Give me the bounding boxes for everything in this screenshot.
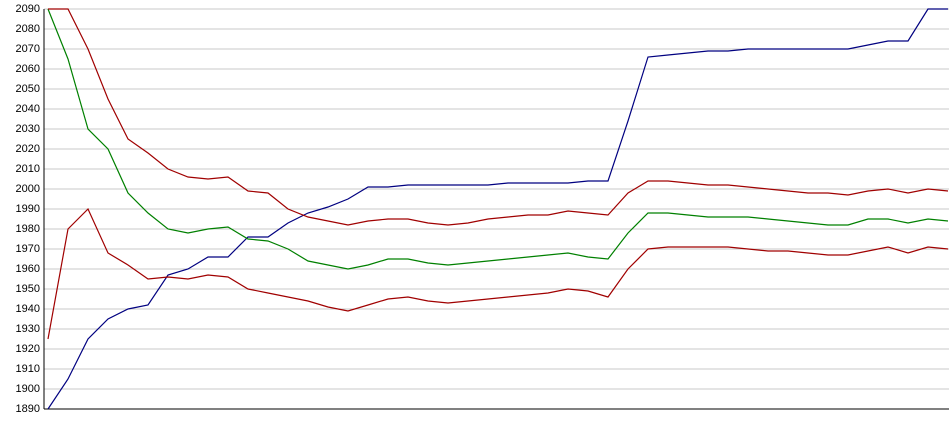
y-tick-label: 2060 [16, 63, 40, 75]
y-tick-label: 1940 [16, 303, 40, 315]
y-tick-label: 2050 [16, 83, 40, 95]
y-tick-label: 2090 [16, 3, 40, 15]
y-tick-label: 2000 [16, 183, 40, 195]
y-tick-label: 1980 [16, 223, 40, 235]
series-line [47, 8, 949, 270]
y-tick-label: 1910 [16, 363, 40, 375]
y-tick-label: 1890 [16, 403, 40, 415]
y-tick-label: 2030 [16, 123, 40, 135]
series-line [47, 8, 948, 410]
y-tick-label: 2040 [16, 103, 40, 115]
y-tick-label: 2010 [16, 163, 40, 175]
y-tick-label: 1920 [16, 343, 40, 355]
y-tick-label: 1950 [16, 283, 40, 295]
y-tick-label: 2020 [16, 143, 40, 155]
y-tick-label: 1990 [16, 203, 40, 215]
y-tick-label: 1970 [16, 243, 40, 255]
y-tick-label: 1900 [16, 383, 40, 395]
y-tick-label: 2070 [16, 43, 40, 55]
series-line [47, 207, 949, 340]
y-tick-label: 2080 [16, 23, 40, 35]
y-tick-label: 1930 [16, 323, 40, 335]
y-tick-label: 1960 [16, 263, 40, 275]
series-line [48, 8, 949, 226]
